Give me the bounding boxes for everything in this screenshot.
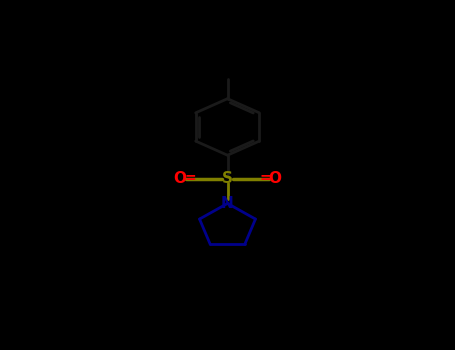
Text: O: O <box>268 171 282 186</box>
Text: S: S <box>222 171 233 186</box>
Text: O: O <box>173 171 187 186</box>
Text: =: = <box>184 172 196 186</box>
Text: N: N <box>221 196 234 211</box>
Text: =: = <box>259 172 271 186</box>
